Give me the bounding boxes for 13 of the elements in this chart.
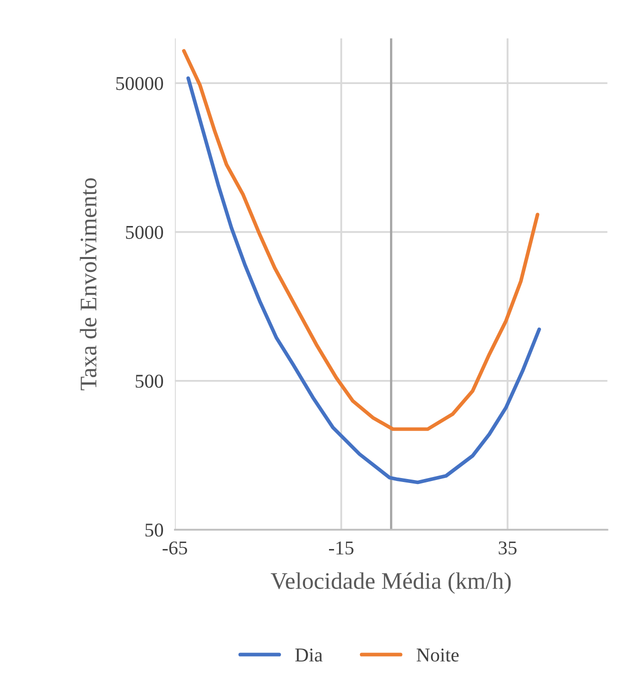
y-tick-label: 50000 [116, 76, 164, 90]
legend-label: Noite [416, 648, 459, 662]
x-tick-label: -15 [329, 541, 354, 555]
y-tick-label: 50 [145, 524, 164, 537]
y-tick-label: 500 [136, 374, 164, 388]
x-tick-label: 35 [498, 541, 517, 555]
y-axis-title: Taxa de Envolvimento [80, 178, 96, 390]
y-tick-label: 5000 [126, 226, 164, 239]
line-series [182, 49, 540, 431]
x-axis-title: Velocidade Média (km/h) [270, 572, 511, 594]
line-series [186, 76, 541, 484]
legend-label: Dia [295, 648, 323, 662]
x-tick-label: -65 [162, 541, 188, 555]
